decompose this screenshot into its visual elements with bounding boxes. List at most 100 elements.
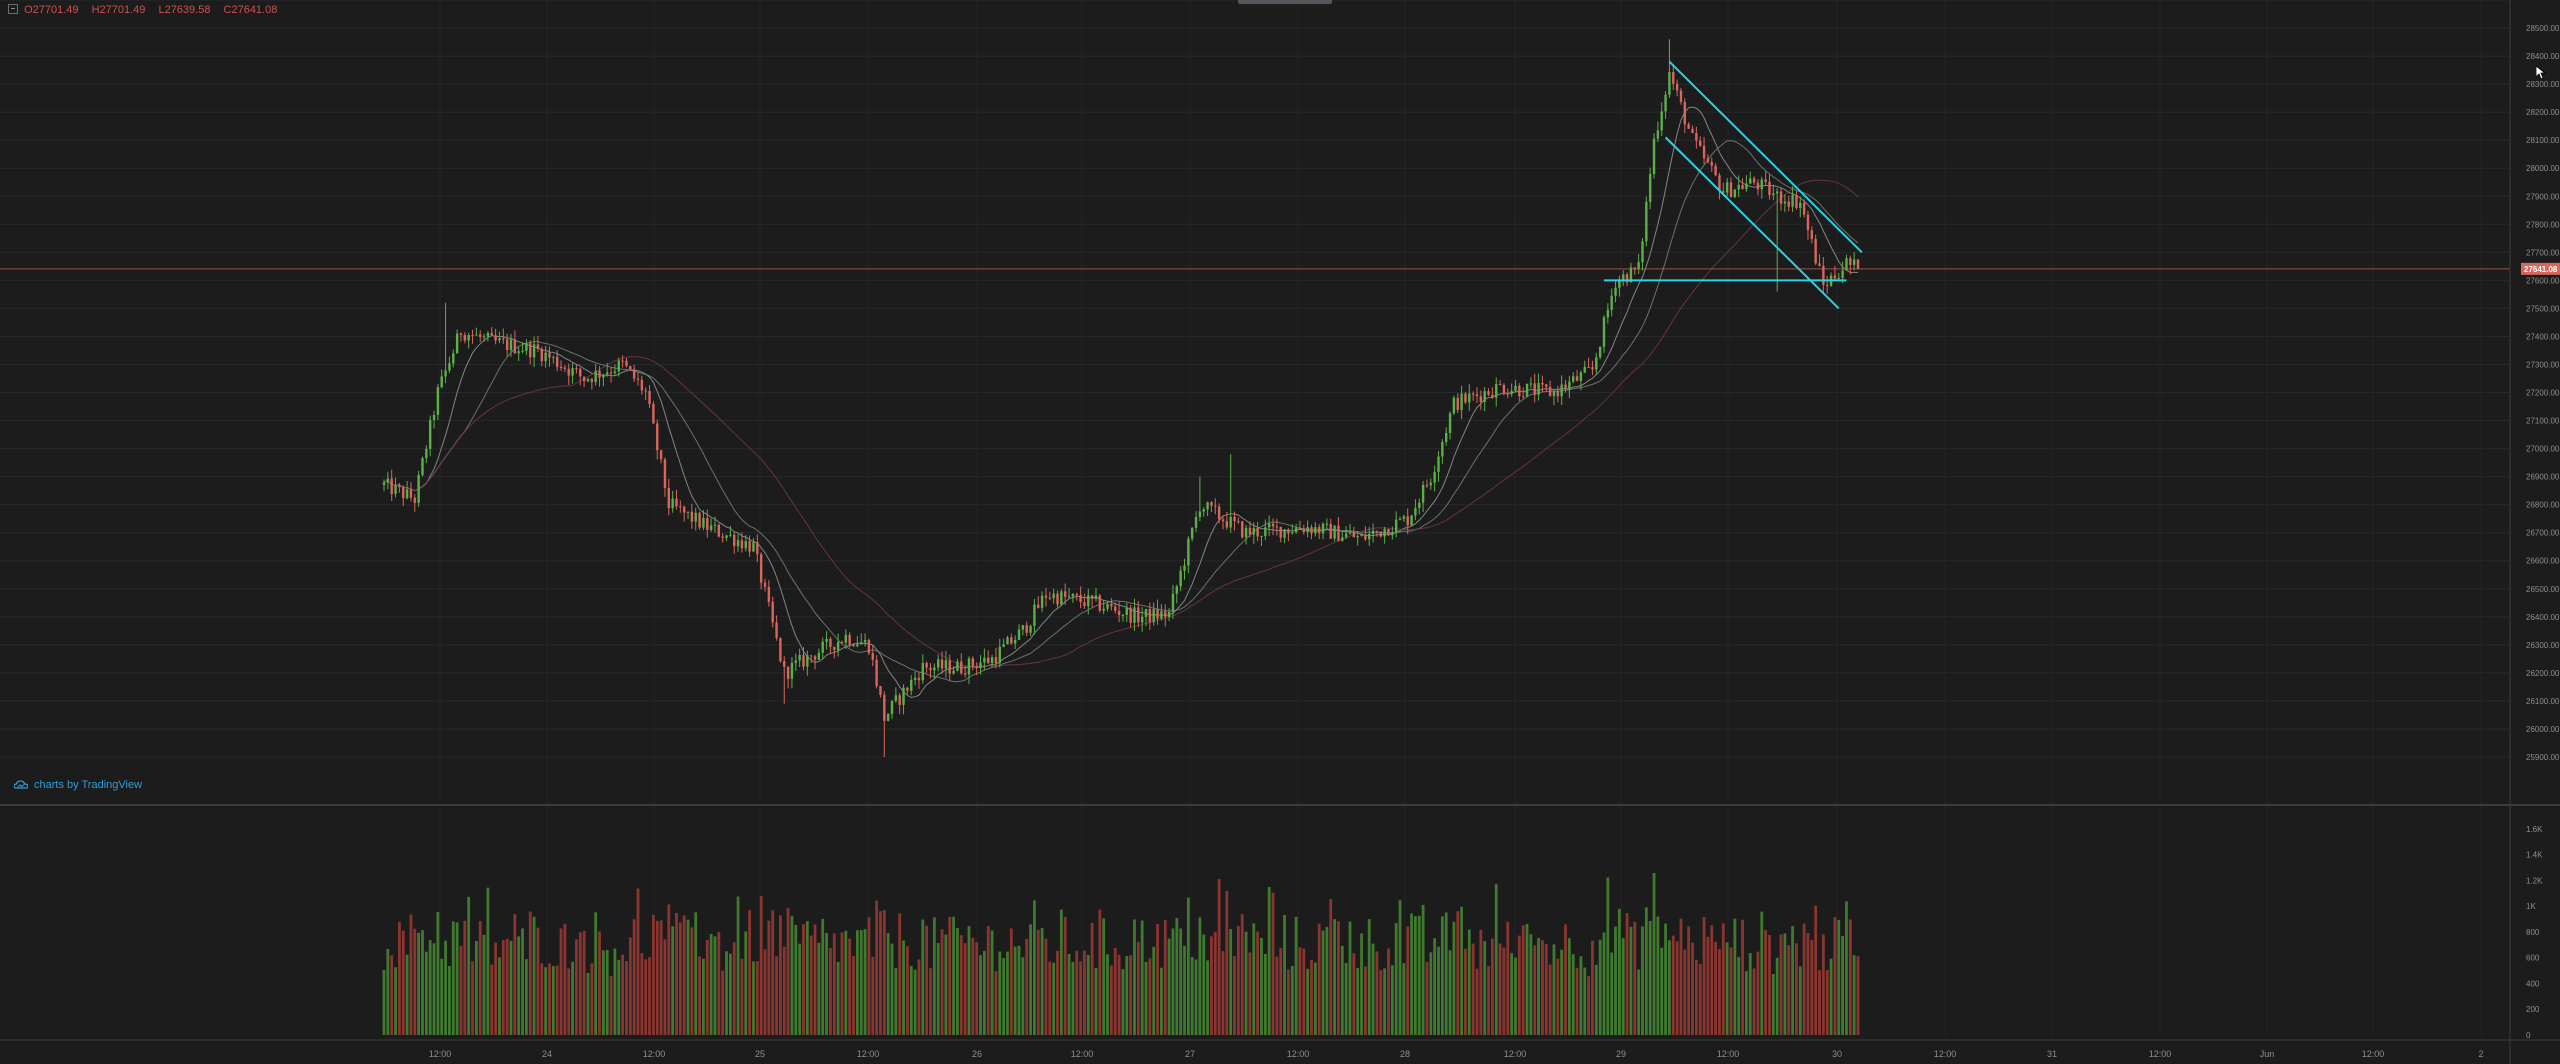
channel-trendlines[interactable] <box>1603 60 1863 310</box>
channel-trendline[interactable] <box>1668 60 1863 254</box>
time-tick-label: 12:00 <box>1934 1049 1957 1059</box>
volume-bar <box>1841 935 1845 1035</box>
volume-bar <box>678 922 682 1035</box>
candle <box>594 363 597 386</box>
tradingview-branding[interactable]: charts by TradingView <box>14 779 142 791</box>
candle <box>1010 633 1013 645</box>
candle <box>1598 346 1602 360</box>
price-axis[interactable]: 28500.00 28400.00 28300.00 28200.00 28100.00… <box>2521 24 2560 762</box>
volume-bar <box>605 949 609 1035</box>
ma-slow-line <box>383 179 1859 667</box>
volume-bar <box>848 938 852 1035</box>
candle <box>1344 526 1348 540</box>
volume-bar <box>709 933 713 1035</box>
volume-bar <box>1059 909 1063 1035</box>
candle <box>783 656 786 704</box>
volume-bar <box>1313 962 1317 1035</box>
candle <box>544 345 547 368</box>
candle <box>494 328 497 345</box>
candle <box>1833 266 1837 281</box>
price-tick-label: 28400.00 <box>2526 52 2560 61</box>
volume-bar <box>594 912 598 1035</box>
price-tick-label: 26400.00 <box>2526 613 2560 622</box>
candle <box>987 650 990 664</box>
candle <box>1198 476 1202 522</box>
volume-bar <box>382 969 386 1035</box>
candle <box>917 672 921 689</box>
time-axis[interactable]: 12:00 24 12:00 25 12:00 26 12:00 27 12:00 28 12:00… <box>429 1049 2484 1059</box>
candle <box>1244 524 1248 545</box>
ma-fast-line <box>383 106 1859 699</box>
candle <box>1183 558 1186 580</box>
volume-bar <box>1771 973 1775 1035</box>
candle <box>559 360 563 371</box>
price-tick-label: 27000.00 <box>2526 445 2560 454</box>
candle <box>1114 602 1117 614</box>
candle <box>1702 136 1706 165</box>
volume-bar <box>1160 967 1163 1035</box>
volume-bar <box>1644 907 1648 1035</box>
volume-bar <box>586 972 590 1035</box>
channel-trendline[interactable] <box>1664 136 1840 310</box>
candle <box>817 648 821 661</box>
volume-bar <box>1271 892 1275 1035</box>
candle <box>555 350 559 372</box>
volume-bar <box>555 965 559 1035</box>
volume-bar <box>417 932 421 1035</box>
candle <box>1352 526 1356 538</box>
candle <box>775 615 778 641</box>
volume-bar <box>1675 941 1679 1035</box>
close-value: C27641.08 <box>223 4 278 16</box>
volume-bar <box>786 908 790 1035</box>
volume-bar <box>1583 967 1587 1035</box>
candle <box>1660 102 1663 137</box>
candle <box>1506 388 1509 399</box>
candle <box>1760 176 1763 199</box>
volume-bar <box>663 939 667 1035</box>
volume-bar <box>617 959 621 1035</box>
volume-bar <box>1367 919 1371 1035</box>
candle <box>609 366 613 383</box>
volume-bar <box>1183 945 1186 1035</box>
collapse-toggle-icon[interactable] <box>8 4 18 14</box>
volume-bar <box>1140 920 1144 1035</box>
volume-bar <box>1190 957 1194 1035</box>
price-tick-label: 28500.00 <box>2526 24 2560 33</box>
candle <box>771 596 774 628</box>
candle <box>552 355 555 364</box>
volume-bar <box>1090 922 1094 1035</box>
volume-bar <box>1691 942 1694 1035</box>
candle <box>779 637 782 663</box>
volume-bar <box>1779 934 1783 1035</box>
volume-bar <box>1117 954 1121 1035</box>
volume-bar <box>971 937 975 1035</box>
candle <box>1679 87 1683 105</box>
volume-bar <box>779 915 782 1035</box>
volume-bar <box>1387 948 1390 1035</box>
volume-bar <box>528 911 532 1035</box>
candle <box>833 646 836 659</box>
volume-bar <box>1744 971 1748 1035</box>
volume-bar <box>1498 943 1502 1035</box>
candle <box>794 653 797 672</box>
candle <box>1775 187 1779 292</box>
volume-bar <box>1421 904 1425 1035</box>
candle <box>898 693 901 714</box>
candle <box>1264 519 1267 540</box>
volume-bar <box>1275 956 1279 1035</box>
drag-handle[interactable] <box>1238 0 1332 4</box>
candle <box>498 331 501 344</box>
volume-bar <box>478 921 482 1035</box>
candle <box>1852 252 1856 271</box>
volume-bar <box>836 961 840 1035</box>
volume-bar <box>1487 966 1490 1035</box>
volume-bar <box>805 921 809 1035</box>
volume-bar <box>1768 934 1771 1035</box>
volume-bar <box>1533 945 1537 1035</box>
candle <box>1368 526 1371 546</box>
candle <box>1587 357 1590 369</box>
candle <box>1795 190 1798 210</box>
candle <box>621 355 624 368</box>
